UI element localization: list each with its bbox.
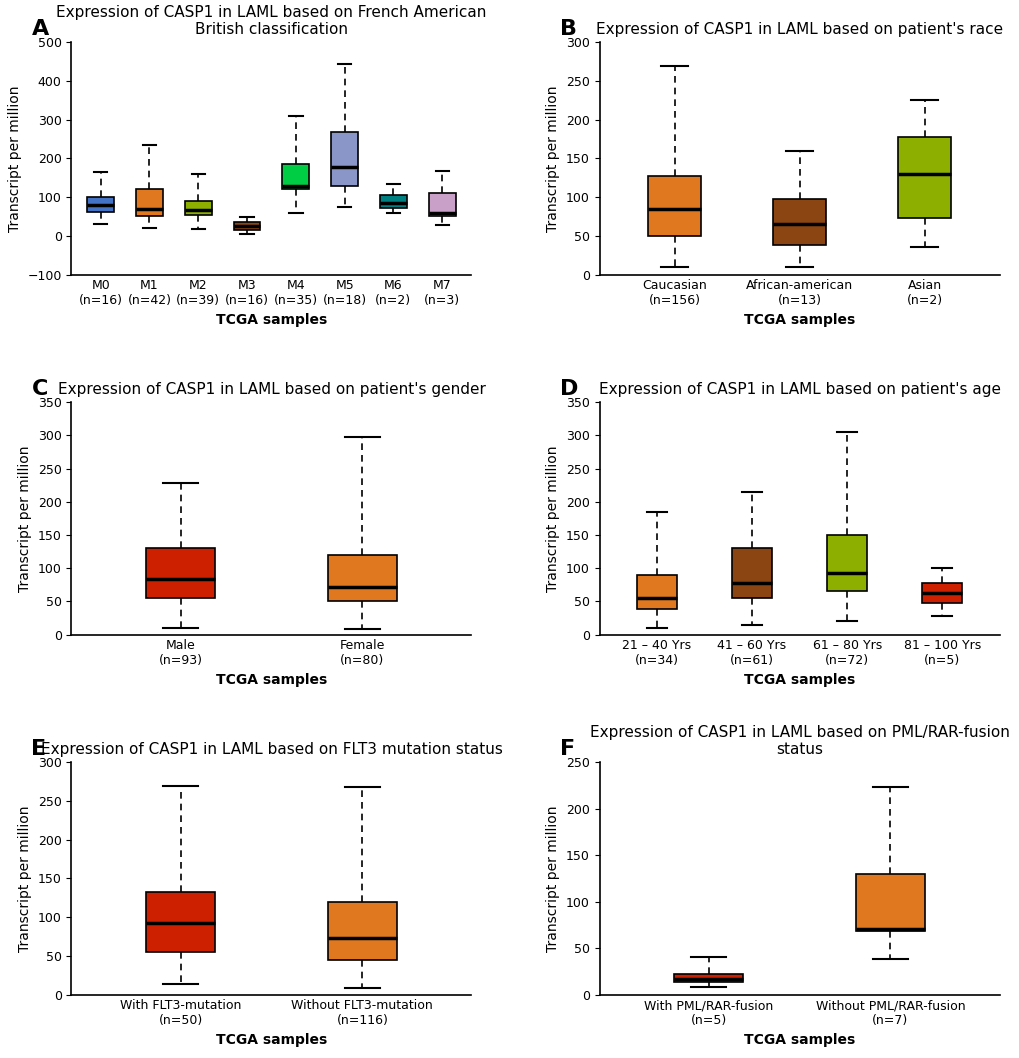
Text: C: C	[32, 379, 48, 399]
Text: D: D	[559, 379, 578, 399]
Text: E: E	[32, 740, 47, 759]
PathPatch shape	[732, 548, 771, 598]
Y-axis label: Transcript per million: Transcript per million	[18, 805, 33, 951]
PathPatch shape	[136, 189, 163, 216]
PathPatch shape	[282, 164, 309, 189]
PathPatch shape	[648, 177, 700, 236]
PathPatch shape	[233, 222, 260, 230]
PathPatch shape	[327, 901, 396, 960]
PathPatch shape	[88, 197, 114, 212]
Title: Expression of CASP1 in LAML based on PML/RAR-fusion
status: Expression of CASP1 in LAML based on PML…	[589, 725, 1009, 756]
X-axis label: TCGA samples: TCGA samples	[216, 673, 327, 687]
X-axis label: TCGA samples: TCGA samples	[743, 673, 854, 687]
PathPatch shape	[636, 574, 676, 609]
PathPatch shape	[380, 196, 407, 208]
PathPatch shape	[826, 535, 866, 591]
PathPatch shape	[184, 201, 212, 215]
PathPatch shape	[855, 874, 924, 931]
Text: A: A	[32, 19, 49, 39]
Y-axis label: Transcript per million: Transcript per million	[8, 86, 21, 232]
Y-axis label: Transcript per million: Transcript per million	[546, 445, 559, 591]
X-axis label: TCGA samples: TCGA samples	[216, 1033, 327, 1047]
PathPatch shape	[146, 548, 215, 598]
X-axis label: TCGA samples: TCGA samples	[743, 1033, 854, 1047]
X-axis label: TCGA samples: TCGA samples	[743, 313, 854, 327]
PathPatch shape	[331, 132, 358, 185]
PathPatch shape	[898, 136, 950, 218]
Y-axis label: Transcript per million: Transcript per million	[546, 805, 559, 951]
Text: F: F	[559, 740, 574, 759]
PathPatch shape	[146, 892, 215, 952]
PathPatch shape	[674, 974, 743, 983]
PathPatch shape	[428, 194, 455, 216]
Title: Expression of CASP1 in LAML based on patient's race: Expression of CASP1 in LAML based on pat…	[595, 22, 1002, 37]
PathPatch shape	[327, 554, 396, 601]
Title: Expression of CASP1 in LAML based on patient's age: Expression of CASP1 in LAML based on pat…	[598, 382, 1000, 397]
PathPatch shape	[772, 200, 825, 245]
X-axis label: TCGA samples: TCGA samples	[216, 313, 327, 327]
Text: B: B	[559, 19, 576, 39]
Title: Expression of CASP1 in LAML based on patient's gender: Expression of CASP1 in LAML based on pat…	[57, 382, 485, 397]
Y-axis label: Transcript per million: Transcript per million	[546, 86, 559, 232]
Title: Expression of CASP1 in LAML based on FLT3 mutation status: Expression of CASP1 in LAML based on FLT…	[41, 742, 502, 756]
Title: Expression of CASP1 in LAML based on French American
British classification: Expression of CASP1 in LAML based on Fre…	[56, 4, 486, 37]
PathPatch shape	[921, 583, 962, 603]
Y-axis label: Transcript per million: Transcript per million	[18, 445, 33, 591]
